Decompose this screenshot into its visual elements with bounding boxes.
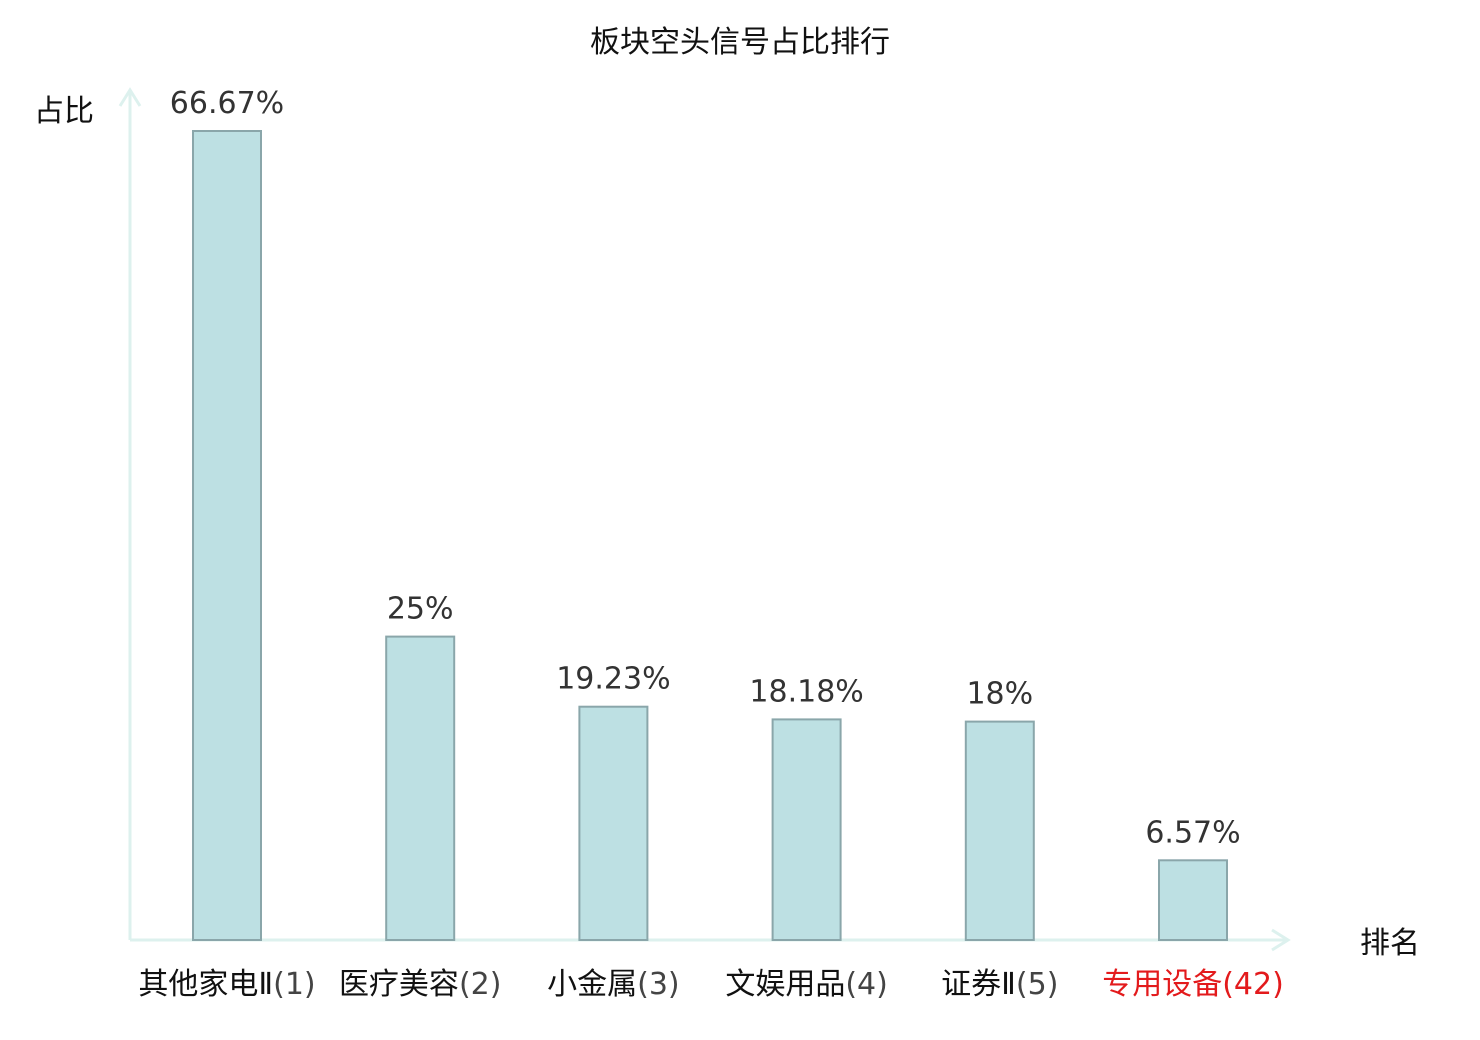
category-name-6: 专用设备 [1102,967,1222,1002]
category-name-1: 其他家电Ⅱ [138,967,273,1002]
bar-4 [771,718,842,942]
value-label-5: 18% [966,677,1033,712]
category-rank-3: (3) [637,967,680,1002]
category-label-4: 文娱用品(4) [725,967,888,1002]
bar-2 [385,635,456,941]
category-rank-6: (42) [1222,967,1284,1002]
category-rank-4: (4) [845,967,888,1002]
bar-6 [1158,859,1228,941]
category-rank-1: (1) [273,967,316,1002]
category-rank-5: (5) [1016,967,1059,1002]
value-label-6: 6.57% [1145,815,1240,850]
chart-title: 板块空头信号占比排行 [590,25,890,60]
y-axis-label: 占比 [34,94,94,129]
category-name-2: 医疗美容 [339,967,459,1002]
value-label-4: 18.18% [749,674,863,709]
value-label-3: 19.23% [556,662,670,697]
category-labels-group: 其他家电Ⅱ(1) 医疗美容(2) 小金属(3) 文娱用品(4) 证券Ⅱ(5) 专用设备(4… [138,967,1283,1002]
y-axis-arrowhead [118,87,142,107]
bars-group [192,130,1228,942]
category-label-5: 证券Ⅱ(5) [941,967,1058,1002]
category-name-4: 文娱用品 [725,967,845,1002]
category-label-3: 小金属(3) [547,967,680,1002]
value-label-2: 25% [387,592,454,627]
x-axis-arrowhead [1271,928,1291,952]
value-labels-group: 66.67% 25% 19.23% 18.18% 18% 6.57% [170,86,1241,850]
bar-5 [964,720,1035,941]
category-name-5: 证券Ⅱ [941,967,1016,1002]
category-label-1: 其他家电Ⅱ(1) [138,967,315,1002]
x-axis-label: 排名 [1360,926,1420,961]
bar-3 [578,705,649,942]
value-label-1: 66.67% [170,86,284,121]
category-name-3: 小金属 [547,967,637,1002]
bar-1 [192,130,262,941]
category-rank-2: (2) [459,967,502,1002]
category-label-6: 专用设备(42) [1102,967,1284,1002]
category-label-2: 医疗美容(2) [339,967,502,1002]
